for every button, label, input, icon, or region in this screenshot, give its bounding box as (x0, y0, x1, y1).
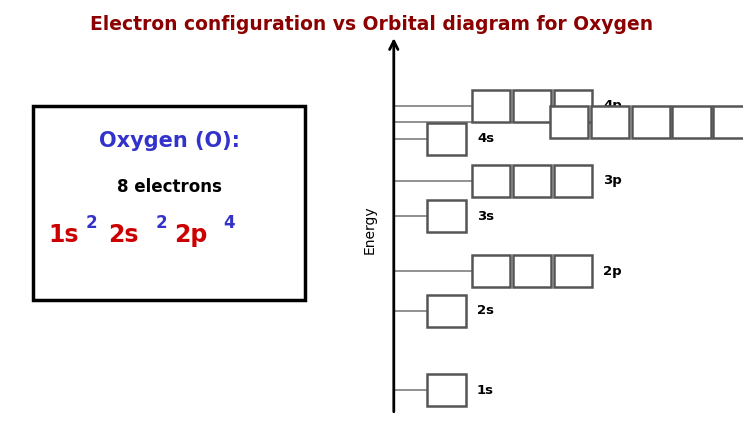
Bar (672, 106, 711, 138)
Text: 2: 2 (85, 214, 97, 232)
Text: 2s: 2s (477, 304, 494, 318)
Text: 4p: 4p (603, 99, 622, 112)
Bar (513, 165, 551, 197)
Bar (713, 106, 743, 138)
Bar (427, 200, 466, 232)
Bar (427, 295, 466, 327)
Text: Energy: Energy (363, 205, 377, 254)
Bar (513, 255, 551, 287)
Bar (427, 123, 466, 155)
Text: 1s: 1s (48, 224, 79, 247)
Text: 3p: 3p (603, 174, 622, 187)
Bar (554, 90, 592, 122)
Text: 8 electrons: 8 electrons (117, 178, 221, 196)
Text: 2p: 2p (603, 265, 622, 278)
Text: 2: 2 (156, 214, 168, 232)
Bar (554, 255, 592, 287)
Text: 3s: 3s (477, 209, 494, 223)
Text: 2p: 2p (175, 224, 208, 247)
Bar (554, 165, 592, 197)
Bar (427, 374, 466, 406)
Text: Electron configuration vs Orbital diagram for Oxygen: Electron configuration vs Orbital diagra… (90, 15, 653, 34)
Bar (513, 90, 551, 122)
Text: Oxygen (O):: Oxygen (O): (99, 131, 239, 151)
Bar (472, 165, 510, 197)
Bar (591, 106, 629, 138)
Bar (632, 106, 670, 138)
Text: 4: 4 (223, 214, 235, 232)
Bar (33, 106, 305, 300)
Bar (472, 255, 510, 287)
Text: 4s: 4s (477, 132, 494, 146)
Bar (472, 90, 510, 122)
Bar (550, 106, 588, 138)
Text: 1s: 1s (477, 384, 494, 397)
Text: 2s: 2s (108, 224, 138, 247)
